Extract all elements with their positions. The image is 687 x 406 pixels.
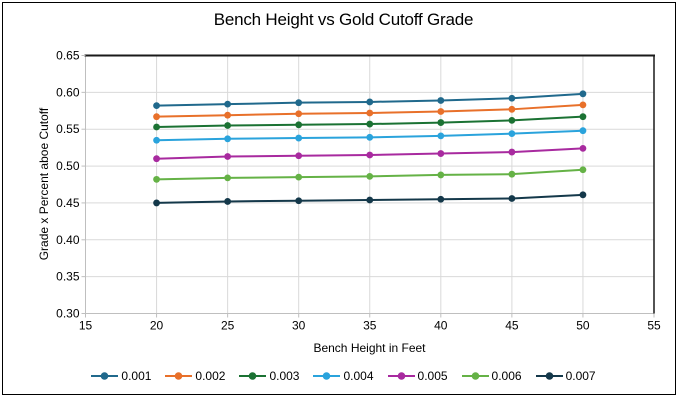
- series-marker-0.002: [224, 111, 232, 119]
- series-marker-0.002: [153, 113, 160, 121]
- legend-label: 0.004: [343, 369, 374, 383]
- legend-marker-icon: [313, 372, 341, 380]
- legend-label: 0.002: [195, 369, 226, 383]
- series-marker-0.006: [295, 173, 303, 181]
- series-marker-0.003: [508, 116, 516, 124]
- legend-item-0.004: 0.004: [313, 369, 374, 383]
- series-marker-0.003: [153, 123, 160, 131]
- series-marker-0.007: [366, 196, 374, 204]
- series-marker-0.004: [579, 127, 587, 135]
- chart-outer-border: [2, 2, 676, 395]
- x-tick-label: 55: [647, 319, 661, 333]
- y-tick-label: 0.30: [56, 307, 80, 321]
- series-marker-0.004: [295, 134, 303, 142]
- series-marker-0.001: [508, 94, 516, 102]
- series-marker-0.007: [437, 195, 445, 203]
- series-marker-0.007: [508, 195, 516, 202]
- x-tick-label: 45: [505, 319, 519, 333]
- series-marker-0.001: [579, 90, 587, 98]
- series-marker-0.005: [295, 152, 303, 160]
- series-marker-0.006: [366, 172, 374, 180]
- series-marker-0.004: [224, 135, 232, 143]
- series-marker-0.006: [579, 166, 587, 174]
- y-tick-label: 0.50: [56, 159, 80, 173]
- series-marker-0.003: [437, 119, 445, 126]
- legend-item-0.006: 0.006: [461, 369, 522, 383]
- legend-item-0.007: 0.007: [535, 369, 596, 383]
- series-marker-0.003: [579, 113, 587, 121]
- y-tick-label: 0.65: [56, 49, 80, 63]
- y-tick-label: 0.40: [56, 233, 80, 247]
- series-marker-0.001: [295, 99, 303, 107]
- x-tick-label: 20: [150, 319, 164, 333]
- series-marker-0.006: [153, 175, 160, 183]
- series-marker-0.002: [437, 108, 445, 115]
- legend-label: 0.006: [491, 369, 522, 383]
- series-marker-0.007: [295, 197, 303, 205]
- y-tick-label: 0.60: [56, 85, 80, 99]
- series-marker-0.007: [579, 191, 587, 199]
- series-marker-0.005: [579, 144, 587, 152]
- legend-label: 0.003: [269, 369, 300, 383]
- legend-item-0.001: 0.001: [91, 369, 151, 383]
- legend-label: 0.005: [417, 369, 448, 383]
- series-marker-0.001: [437, 97, 445, 104]
- series-marker-0.005: [153, 155, 160, 163]
- y-tick-label: 0.35: [56, 270, 80, 284]
- series-marker-0.005: [366, 151, 374, 159]
- series-marker-0.003: [295, 121, 303, 129]
- series-marker-0.004: [508, 130, 516, 138]
- legend-marker-icon: [535, 372, 563, 380]
- x-tick-label: 25: [221, 319, 235, 333]
- x-tick-label: 30: [292, 319, 306, 333]
- series-marker-0.004: [153, 136, 160, 144]
- series-marker-0.003: [366, 120, 374, 128]
- legend: 0.001 0.002 0.003 0.004 0.005 0.006 0.007: [0, 369, 687, 383]
- legend-marker-icon: [461, 372, 489, 380]
- legend-label: 0.001: [121, 369, 152, 383]
- series-marker-0.001: [366, 98, 374, 106]
- series-marker-0.005: [437, 150, 445, 157]
- legend-item-0.005: 0.005: [387, 369, 448, 383]
- series-marker-0.006: [508, 170, 516, 178]
- legend-marker-icon: [165, 372, 193, 380]
- series-marker-0.002: [295, 110, 303, 118]
- series-marker-0.002: [366, 109, 374, 117]
- series-marker-0.005: [508, 148, 516, 156]
- legend-marker-icon: [387, 372, 415, 380]
- series-marker-0.001: [224, 100, 232, 108]
- series-marker-0.002: [508, 105, 516, 113]
- x-tick-label: 35: [363, 319, 377, 333]
- legend-item-0.003: 0.003: [239, 369, 299, 383]
- series-marker-0.004: [437, 132, 445, 140]
- x-tick-label: 15: [79, 319, 93, 333]
- y-tick-label: 0.45: [56, 196, 80, 210]
- series-marker-0.007: [153, 199, 160, 207]
- series-marker-0.004: [366, 133, 374, 141]
- series-marker-0.002: [579, 101, 587, 109]
- x-tick-label: 40: [434, 319, 448, 333]
- series-marker-0.006: [224, 174, 232, 182]
- y-tick-label: 0.55: [56, 122, 80, 136]
- chart-title: Bench Height vs Gold Cutoff Grade: [213, 10, 474, 29]
- legend-marker-icon: [239, 372, 267, 380]
- legend-label: 0.007: [565, 369, 596, 383]
- series-marker-0.007: [224, 198, 232, 205]
- series-marker-0.003: [224, 122, 232, 129]
- series-marker-0.006: [437, 171, 445, 179]
- series-marker-0.005: [224, 153, 232, 160]
- legend-marker-icon: [91, 372, 119, 380]
- series-marker-0.001: [153, 102, 160, 110]
- x-axis-title: Bench Height in Feet: [313, 341, 426, 355]
- legend-item-0.002: 0.002: [165, 369, 225, 383]
- x-tick-label: 50: [576, 319, 590, 333]
